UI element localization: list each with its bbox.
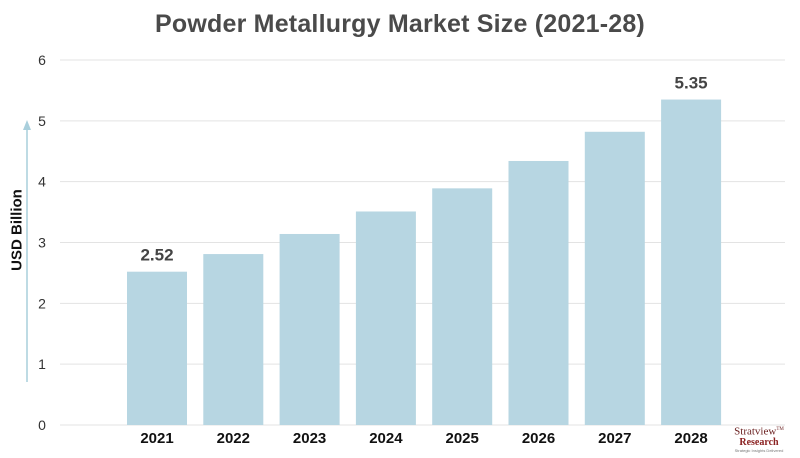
stratview-logo: StratviewTM Research Strategic Insights …	[726, 424, 792, 456]
data-label-2028: 5.35	[675, 74, 708, 93]
y-tick-label: 3	[38, 235, 46, 251]
x-tick-labels: 2021 2022 2023 2024 2025 2026 2027 2028	[140, 430, 707, 447]
logo-bottom-text: Research	[739, 436, 779, 448]
x-tick-label: 2022	[217, 430, 250, 447]
bars	[127, 99, 722, 426]
y-tick-label: 4	[38, 174, 46, 190]
x-tick-label: 2028	[674, 430, 707, 447]
bar-2022	[203, 254, 264, 425]
logo-tagline: Strategic Insights Delivered	[734, 447, 784, 453]
y-axis-arrow	[23, 120, 31, 382]
bar-2028	[661, 99, 722, 426]
arrow-head	[23, 120, 31, 130]
y-tick-labels: 0 1 2 3 4 5 6	[38, 52, 46, 433]
x-tick-label: 2021	[140, 430, 173, 447]
y-tick-label: 5	[38, 113, 46, 129]
bar-2023	[279, 233, 340, 425]
data-label-2021: 2.52	[140, 246, 173, 265]
bar-2024	[355, 211, 416, 425]
x-tick-label: 2026	[522, 430, 555, 447]
x-tick-label: 2024	[369, 430, 403, 447]
x-tick-label: 2023	[293, 430, 326, 447]
y-tick-label: 0	[38, 417, 46, 433]
x-tick-label: 2027	[598, 430, 631, 447]
y-tick-label: 1	[38, 356, 46, 372]
chart-title: Powder Metallurgy Market Size (2021-28)	[155, 10, 645, 38]
x-tick-label: 2025	[446, 430, 479, 447]
data-labels: 2.52 5.35	[140, 74, 707, 265]
bar-2021	[127, 271, 187, 425]
y-tick-label: 2	[38, 295, 46, 311]
logo-top-text: StratviewTM	[734, 425, 784, 438]
bar-2027	[584, 131, 645, 426]
bar-2025	[432, 188, 493, 425]
y-tick-label: 6	[38, 52, 46, 68]
bar-2026	[508, 160, 569, 425]
